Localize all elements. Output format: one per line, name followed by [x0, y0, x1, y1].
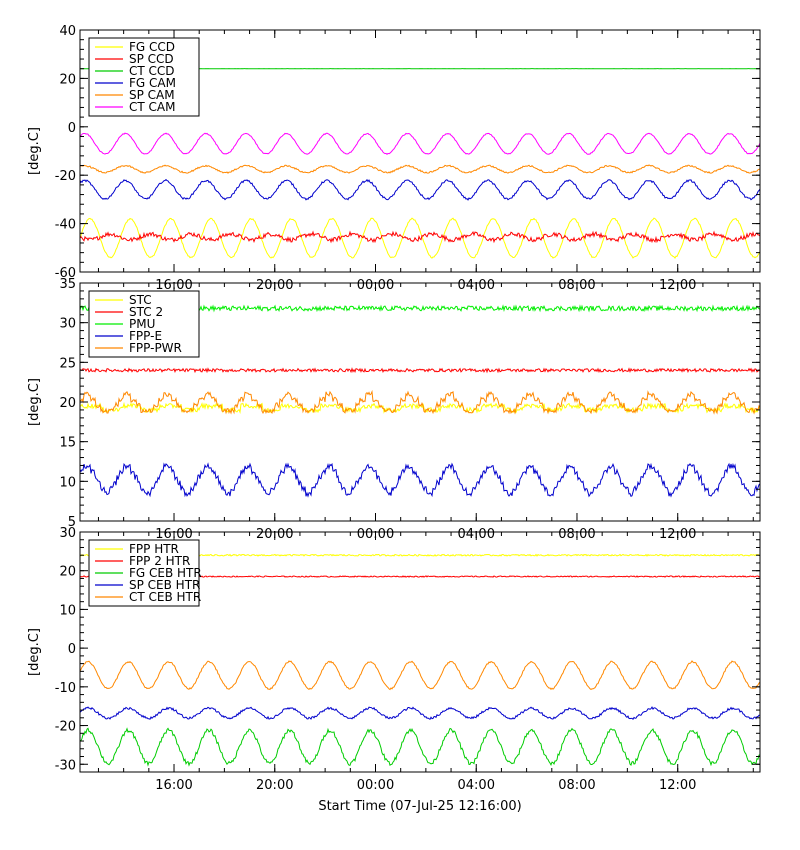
x-tick-label: 00:00 — [357, 778, 394, 793]
y-tick-label: -20 — [55, 720, 76, 735]
x-tick-label: 12:00 — [659, 778, 696, 793]
legend-label: SP CCD — [129, 52, 174, 66]
y-tick-label: -30 — [55, 758, 76, 773]
legend-label: FG CCD — [129, 40, 175, 54]
legend-label: STC — [129, 293, 152, 307]
y-tick-label: 40 — [59, 24, 76, 39]
legend-label: PMU — [129, 317, 155, 331]
x-tick-label: 16:00 — [155, 778, 192, 793]
y-tick-label: 20 — [59, 72, 76, 87]
legend-label: SP CEB HTR — [129, 578, 200, 592]
y-tick-label: 5 — [68, 515, 76, 530]
legend-label: SP CAM — [129, 88, 175, 102]
legend-label: CT CAM — [129, 100, 175, 114]
x-tick-label: 08:00 — [558, 778, 595, 793]
series-line-ct-ceb-htr — [79, 660, 761, 691]
y-tick-label: 25 — [59, 356, 76, 371]
y-tick-label: 20 — [59, 565, 76, 580]
series-line-sp-ceb-htr — [79, 706, 760, 721]
y-tick-label: -40 — [55, 218, 76, 233]
y-tick-label: 15 — [59, 436, 76, 451]
plot-frame — [79, 531, 761, 773]
series-line-stc-2 — [79, 367, 761, 374]
series-line-fpp-pwr — [79, 389, 761, 415]
series-line-fg-cam — [79, 178, 761, 201]
y-tick-label: 0 — [68, 121, 76, 136]
chart-panel-3: 30 20 10 0 -10 -20 -30 16:00 20:00 00:00 04:00 08:0… — [27, 526, 761, 793]
x-axis-label: Start Time (07-Jul-25 12:16:00) — [318, 799, 521, 814]
series-line-fg-ccd — [79, 217, 761, 260]
legend-label: FG CEB HTR — [129, 566, 202, 580]
y-tick-label: 10 — [59, 603, 76, 618]
y-tick-label: 0 — [68, 642, 76, 657]
legend-label: CT CEB HTR — [129, 590, 201, 604]
legend-label: FPP 2 HTR — [129, 554, 190, 568]
y-tick-label: -20 — [55, 169, 76, 184]
legend-label: FG CAM — [129, 76, 176, 90]
series-line-sp-cam — [79, 164, 761, 174]
legend-label: FPP-PWR — [129, 341, 182, 355]
legend-label: STC 2 — [129, 305, 163, 319]
series-line-stc — [79, 401, 761, 414]
series-line-sp-ccd — [79, 230, 761, 244]
legend-box — [88, 37, 200, 117]
y-axis-label: [deg.C] — [27, 127, 42, 175]
y-axis-label: [deg.C] — [27, 628, 42, 676]
y-tick-label: 30 — [59, 526, 76, 541]
x-tick-label: 04:00 — [458, 778, 495, 793]
y-tick-label: 10 — [59, 475, 76, 490]
series-line-ct-cam — [79, 132, 761, 155]
y-tick-label: 35 — [59, 277, 76, 292]
y-tick-label: 30 — [59, 317, 76, 332]
y-tick-label: -10 — [55, 681, 76, 696]
series-line-fg-ceb-htr — [79, 727, 761, 767]
x-tick-label: 20:00 — [256, 778, 293, 793]
legend-label: FPP-E — [129, 329, 162, 343]
plot-frame — [79, 29, 761, 273]
y-axis-label: [deg.C] — [27, 378, 42, 426]
legend-label: FPP HTR — [129, 542, 179, 556]
y-tick-label: 20 — [59, 396, 76, 411]
series-line-fpp-e — [79, 462, 761, 498]
y-tick-label: -60 — [55, 266, 76, 281]
legend-label: CT CCD — [129, 64, 175, 78]
